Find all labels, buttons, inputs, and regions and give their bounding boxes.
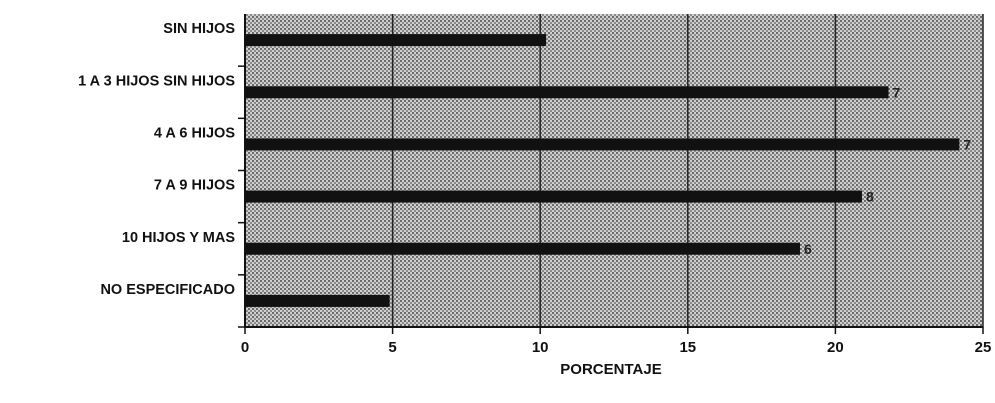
data-label: 7 <box>963 136 971 152</box>
x-axis-title: PORCENTAJE <box>560 361 661 378</box>
y-axis-ticks <box>238 65 245 328</box>
bar <box>245 34 547 47</box>
x-tick-label: 0 <box>241 339 249 356</box>
bar <box>245 86 889 99</box>
gridlines <box>391 14 984 327</box>
bars <box>245 34 960 307</box>
x-tick-label: 25 <box>975 339 992 356</box>
x-tick-label: 10 <box>532 339 549 356</box>
x-tick-labels: 0 5 10 15 20 25 <box>241 339 992 356</box>
category-labels: SIN HIJOS 1 A 3 HIJOS SIN HIJOS 4 A 6 HIJO… <box>78 21 235 298</box>
data-label: 8 <box>866 189 874 205</box>
x-axis-ticks <box>244 327 984 334</box>
bar <box>245 138 960 151</box>
bar <box>245 294 390 307</box>
x-tick-label: 5 <box>388 339 396 356</box>
category-label: 1 A 3 HIJOS SIN HIJOS <box>78 73 235 89</box>
x-tick-label: 20 <box>827 339 844 356</box>
category-label: 4 A 6 HIJOS <box>154 125 235 141</box>
plot-area <box>245 14 983 327</box>
data-label: 6 <box>804 241 812 257</box>
category-label: 7 A 9 HIJOS <box>154 178 235 194</box>
data-label: 7 <box>893 84 901 100</box>
category-label: NO ESPECIFICADO <box>100 282 235 298</box>
category-label: 10 HIJOS Y MAS <box>122 230 235 246</box>
data-labels: 7 7 8 6 <box>804 84 971 257</box>
bar <box>245 242 800 255</box>
bar <box>245 190 862 203</box>
x-tick-label: 15 <box>679 339 696 356</box>
category-label: SIN HIJOS <box>163 21 235 37</box>
